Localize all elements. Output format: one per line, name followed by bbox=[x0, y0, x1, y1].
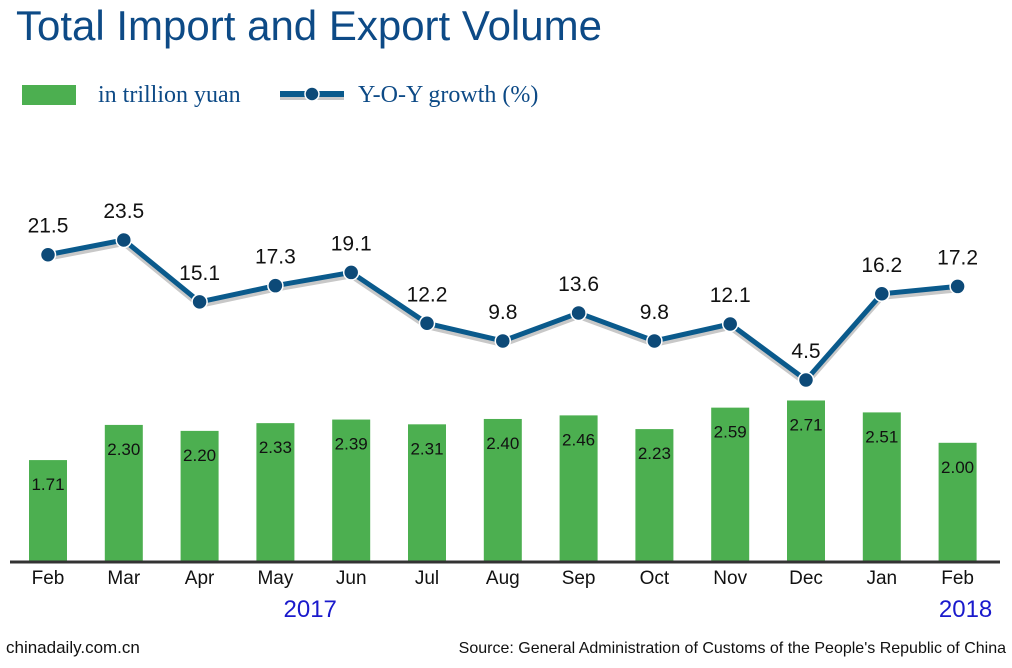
bar-value-label: 2.71 bbox=[789, 415, 822, 434]
bar-value-label: 2.23 bbox=[638, 444, 671, 463]
growth-value-label: 13.6 bbox=[558, 273, 599, 296]
bar-value-label: 2.30 bbox=[107, 440, 140, 459]
growth-point bbox=[39, 246, 57, 263]
bar-value-label: 2.33 bbox=[259, 438, 292, 457]
year-label: 2018 bbox=[939, 596, 992, 623]
bar-value-label: 2.40 bbox=[486, 434, 519, 453]
growth-point bbox=[115, 231, 133, 249]
growth-point bbox=[949, 278, 966, 295]
growth-point bbox=[797, 371, 815, 389]
growth-point bbox=[873, 285, 891, 303]
x-tick-label: Dec bbox=[789, 568, 823, 589]
bar bbox=[711, 407, 750, 562]
bar-value-label: 2.46 bbox=[562, 430, 595, 449]
chart-title: Total Import and Export Volume bbox=[16, 2, 602, 49]
bar bbox=[408, 424, 446, 562]
legend-bar-swatch bbox=[22, 85, 76, 105]
bar bbox=[483, 418, 522, 562]
growth-value-label: 12.2 bbox=[407, 283, 448, 306]
growth-value-label: 12.1 bbox=[710, 284, 751, 307]
x-tick-label: Feb bbox=[941, 568, 974, 589]
growth-point bbox=[721, 315, 739, 333]
bar bbox=[104, 424, 143, 562]
growth-point bbox=[191, 293, 208, 311]
growth-value-label: 4.5 bbox=[791, 340, 820, 363]
growth-point bbox=[494, 332, 512, 350]
legend: in trillion yuan Y-O-Y growth (%) bbox=[0, 82, 1012, 116]
bar-value-label: 2.00 bbox=[941, 458, 974, 477]
growth-value-label: 17.2 bbox=[937, 246, 978, 269]
bar-value-label: 1.71 bbox=[31, 475, 64, 494]
bar bbox=[332, 419, 371, 562]
x-tick-label: Jun bbox=[336, 568, 367, 589]
x-tick-label: Apr bbox=[185, 568, 215, 589]
growth-point bbox=[342, 264, 360, 281]
growth-point bbox=[646, 332, 663, 350]
growth-value-label: 21.5 bbox=[28, 215, 69, 238]
growth-value-label: 16.2 bbox=[861, 254, 902, 277]
growth-value-label: 15.1 bbox=[179, 262, 220, 285]
x-tick-label: Sep bbox=[562, 568, 596, 589]
bar-value-label: 2.31 bbox=[410, 439, 443, 458]
bar-value-label: 2.20 bbox=[183, 446, 216, 465]
source-note: Source: General Administration of Custom… bbox=[458, 640, 1006, 657]
bar bbox=[938, 442, 977, 562]
bar bbox=[635, 429, 674, 562]
growth-point bbox=[267, 277, 284, 294]
x-tick-label: Jan bbox=[866, 568, 897, 589]
x-tick-label: May bbox=[257, 568, 293, 589]
bar bbox=[862, 412, 901, 562]
growth-value-label: 19.1 bbox=[331, 232, 372, 255]
legend-line-swatch bbox=[280, 86, 344, 102]
growth-point bbox=[418, 315, 436, 332]
bar bbox=[787, 400, 825, 562]
x-tick-label: Feb bbox=[32, 568, 65, 589]
x-tick-label: Aug bbox=[486, 568, 520, 589]
bar-value-label: 2.59 bbox=[714, 423, 747, 442]
bar bbox=[256, 423, 295, 562]
bar bbox=[559, 415, 598, 562]
legend-line-label: Y-O-Y growth (%) bbox=[358, 82, 539, 108]
site-credit: chinadaily.com.cn bbox=[6, 638, 140, 657]
x-tick-label: Oct bbox=[640, 568, 670, 589]
growth-value-label: 9.8 bbox=[640, 301, 669, 324]
x-tick-label: Jul bbox=[415, 568, 439, 589]
legend-bar-label: in trillion yuan bbox=[98, 82, 241, 108]
x-tick-label: Nov bbox=[713, 568, 747, 589]
x-tick-label: Mar bbox=[107, 568, 140, 589]
growth-value-label: 23.5 bbox=[103, 200, 144, 223]
bar bbox=[29, 460, 67, 562]
bar bbox=[180, 430, 219, 562]
bar-value-label: 2.39 bbox=[335, 435, 368, 454]
bar-value-label: 2.51 bbox=[865, 427, 898, 446]
year-label: 2017 bbox=[284, 596, 337, 623]
growth-point bbox=[570, 304, 587, 322]
growth-value-label: 9.8 bbox=[488, 301, 517, 324]
growth-value-label: 17.3 bbox=[255, 246, 296, 269]
